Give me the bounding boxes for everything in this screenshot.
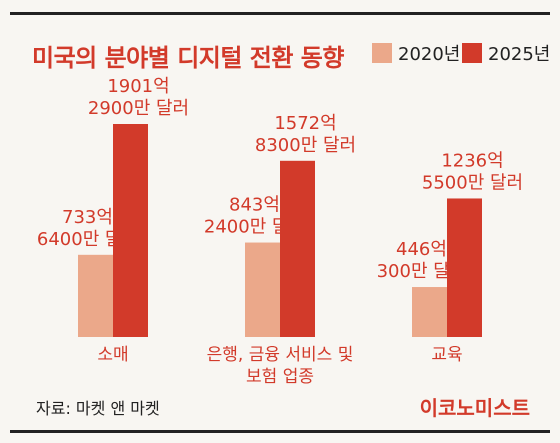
bar-education-2020 xyxy=(412,287,447,337)
legend-swatch-2020 xyxy=(372,43,392,63)
chart-title: 미국의 분야별 디지털 전환 동향 xyxy=(32,44,344,72)
bar-retail-2020 xyxy=(78,254,113,337)
data-label: 733억 xyxy=(62,207,113,228)
bottom-rule xyxy=(10,430,550,433)
bar-banking-finance-insurance-2025 xyxy=(280,160,315,337)
source-note: 자료: 마켓 앤 마켓 xyxy=(36,399,160,418)
data-label: 300만 달러 xyxy=(377,261,467,282)
legend-label-2020: 2020년 xyxy=(398,44,461,65)
category-label-education: 교육 xyxy=(431,345,462,365)
bar-education-2025 xyxy=(447,198,482,337)
data-label: 8300만 달러 xyxy=(255,135,356,156)
top-rule xyxy=(10,12,550,15)
data-label: 6400만 달러 xyxy=(37,229,138,250)
data-label: 1572억 xyxy=(274,113,336,134)
legend-item-2020: 2020년 xyxy=(372,40,460,66)
data-label: 843억 xyxy=(229,195,280,216)
data-label: 2400만 달러 xyxy=(204,217,305,238)
data-label: 1901억 xyxy=(107,76,169,97)
legend-label-2025: 2025년 xyxy=(488,44,551,65)
brand-logo: 이코노미스트 xyxy=(419,396,530,420)
bar-banking-finance-insurance-2020 xyxy=(245,242,280,337)
legend-item-2025: 2025년 xyxy=(462,40,550,66)
data-label: 446억 xyxy=(396,239,447,260)
bar-retail-2025 xyxy=(113,124,148,337)
data-label: 1236억 xyxy=(441,150,503,171)
data-label: 2900만 달러 xyxy=(88,98,189,119)
category-label-banking-finance-insurance: 보험 업종 xyxy=(246,367,314,387)
legend-swatch-2025 xyxy=(462,43,482,63)
data-label: 5500만 달러 xyxy=(422,172,523,193)
category-label-retail: 소매 xyxy=(97,345,128,365)
category-label-banking-finance-insurance: 은행, 금융 서비스 및 xyxy=(207,345,354,365)
